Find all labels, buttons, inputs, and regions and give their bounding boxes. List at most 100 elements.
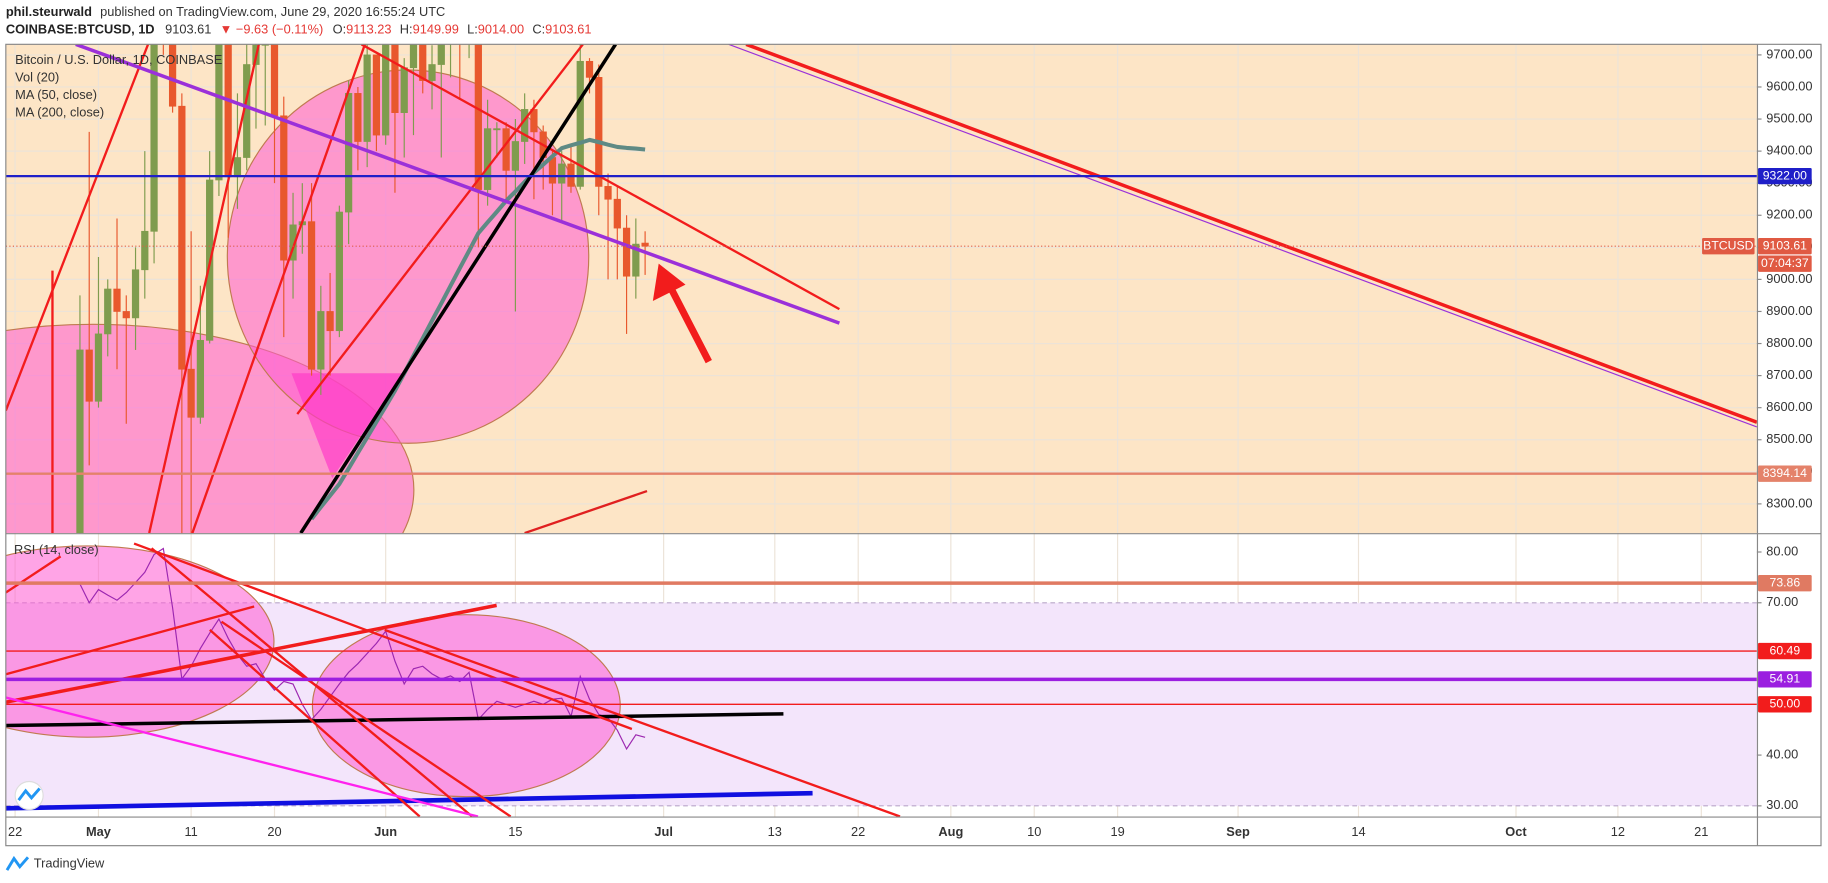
last-price-tag-bg: [1758, 238, 1812, 255]
candle-body: [400, 67, 408, 113]
y-tick-label: 80.00: [1766, 543, 1798, 558]
last-price: 9103.61: [165, 22, 211, 37]
symbol-line: COINBASE:BTCUSD, 1D 9103.61 ▼ −9.63 (−0.…: [6, 22, 592, 37]
trend-line: [5, 696, 479, 817]
x-tick-label: 20: [267, 824, 281, 839]
indicator-label: Vol (20): [15, 70, 59, 85]
last-price-tag: 9103.61: [1763, 238, 1807, 252]
price-level-tag: 8394.14: [1763, 466, 1807, 480]
candle-body: [363, 54, 371, 142]
candle-body: [307, 221, 316, 370]
candle-body: [632, 243, 640, 277]
price-level-tag: 9322.00: [1763, 168, 1807, 182]
candle-body: [409, 44, 418, 69]
candle-body: [382, 44, 390, 136]
y-tick-label: 40.00: [1766, 746, 1798, 761]
y-tick-label: 8300.00: [1766, 495, 1812, 510]
countdown-tag-bg: [1758, 255, 1812, 272]
arrow-head: [652, 263, 686, 301]
tv-badge-icon: [17, 787, 41, 802]
main-drawings: [5, 44, 1757, 534]
change: ▼ −9.63 (−0.11%): [220, 22, 324, 37]
trend-line: [299, 44, 618, 534]
x-tick-label: 12: [1611, 824, 1625, 839]
axes: 22 May 11 20 Jun 15 Jul 13 22 Aug 10 19 Sep 14 Oct 12 21…: [8, 46, 1813, 839]
trend-line: [5, 605, 255, 676]
rsi-level-tag-bg: [1758, 671, 1812, 688]
x-tick-label: Aug: [938, 824, 963, 839]
candle-body: [372, 54, 381, 136]
ohlc-label: H:: [400, 22, 413, 37]
published: published on TradingView.com, June 29, 2…: [100, 4, 445, 19]
frame: [5, 43, 1822, 847]
author: phil.steurwald: [6, 4, 92, 19]
symbol-tag-bg: [1702, 238, 1755, 255]
trend-line: [148, 44, 260, 534]
candle-body: [317, 311, 325, 370]
price-level-tag-bg: [1758, 465, 1812, 482]
ohlc-label: L:: [467, 22, 478, 37]
candle-body: [548, 157, 557, 184]
trend-line: [191, 44, 366, 534]
candle-body: [215, 44, 223, 181]
x-tick-label: 11: [184, 824, 197, 839]
rsi-level-tag-bg: [1758, 575, 1812, 592]
rsi-level-tag: 60.49: [1770, 643, 1801, 657]
x-tick-label: Oct: [1505, 824, 1527, 839]
y-tick-label: 9500.00: [1766, 110, 1812, 125]
candle-body: [502, 128, 510, 171]
x-tick-label: 19: [1110, 824, 1124, 839]
trend-line: [75, 44, 840, 325]
trend-line: [524, 489, 648, 534]
x-tick-label: Jun: [374, 824, 397, 839]
y-tick-label: 9700.00: [1766, 46, 1812, 61]
candle-body: [437, 44, 445, 65]
candle-body: [187, 368, 195, 418]
rsi-level-tag-bg: [1758, 696, 1812, 713]
candle-body: [530, 109, 538, 133]
trend-line: [220, 620, 512, 817]
candle-body: [233, 157, 242, 178]
x-tick-label: Jul: [654, 824, 673, 839]
trend-line: [384, 628, 901, 817]
candle-body: [280, 115, 288, 261]
candle-body: [622, 227, 631, 277]
candle-body: [428, 64, 436, 81]
y-tick-label: 30.00: [1766, 797, 1798, 812]
candle-body: [585, 60, 594, 78]
candle-body: [141, 230, 149, 271]
ohlc-value: 9103.61: [545, 22, 591, 37]
y-tick-label: 8600.00: [1766, 399, 1812, 414]
y-tick-label: 9000.00: [1766, 271, 1812, 286]
rsi-level-tag-bg: [1758, 642, 1812, 660]
rsi-level-tag: 54.91: [1770, 672, 1801, 686]
candle-body: [345, 93, 353, 213]
brand: TradingView: [34, 856, 105, 871]
candle-body: [493, 128, 501, 131]
ohlc-label: C:: [532, 22, 545, 37]
candle-body: [196, 339, 205, 418]
x-tick-label: Sep: [1226, 824, 1250, 839]
rsi-drawings: [5, 542, 901, 817]
y-tick-label: 8700.00: [1766, 367, 1812, 382]
candle-body: [641, 242, 649, 247]
countdown-tag: 07:04:37: [1761, 256, 1809, 270]
candle-body: [85, 349, 93, 402]
candle-body: [94, 333, 103, 402]
trend-line: [728, 44, 1757, 428]
trend-line: [5, 44, 150, 412]
publish-line: phil.steurwald published on TradingView.…: [6, 4, 445, 19]
brand-logo: [5, 855, 30, 871]
trend-line: [745, 44, 1757, 424]
candle-body: [391, 44, 399, 113]
trend-line: [209, 629, 421, 817]
y-tick-label: 9200.00: [1766, 207, 1812, 222]
candle-body: [354, 93, 362, 142]
x-tick-label: 10: [1027, 824, 1041, 839]
trend-line: [5, 555, 62, 594]
candle-body: [483, 128, 492, 190]
arrow-shaft: [668, 287, 712, 364]
